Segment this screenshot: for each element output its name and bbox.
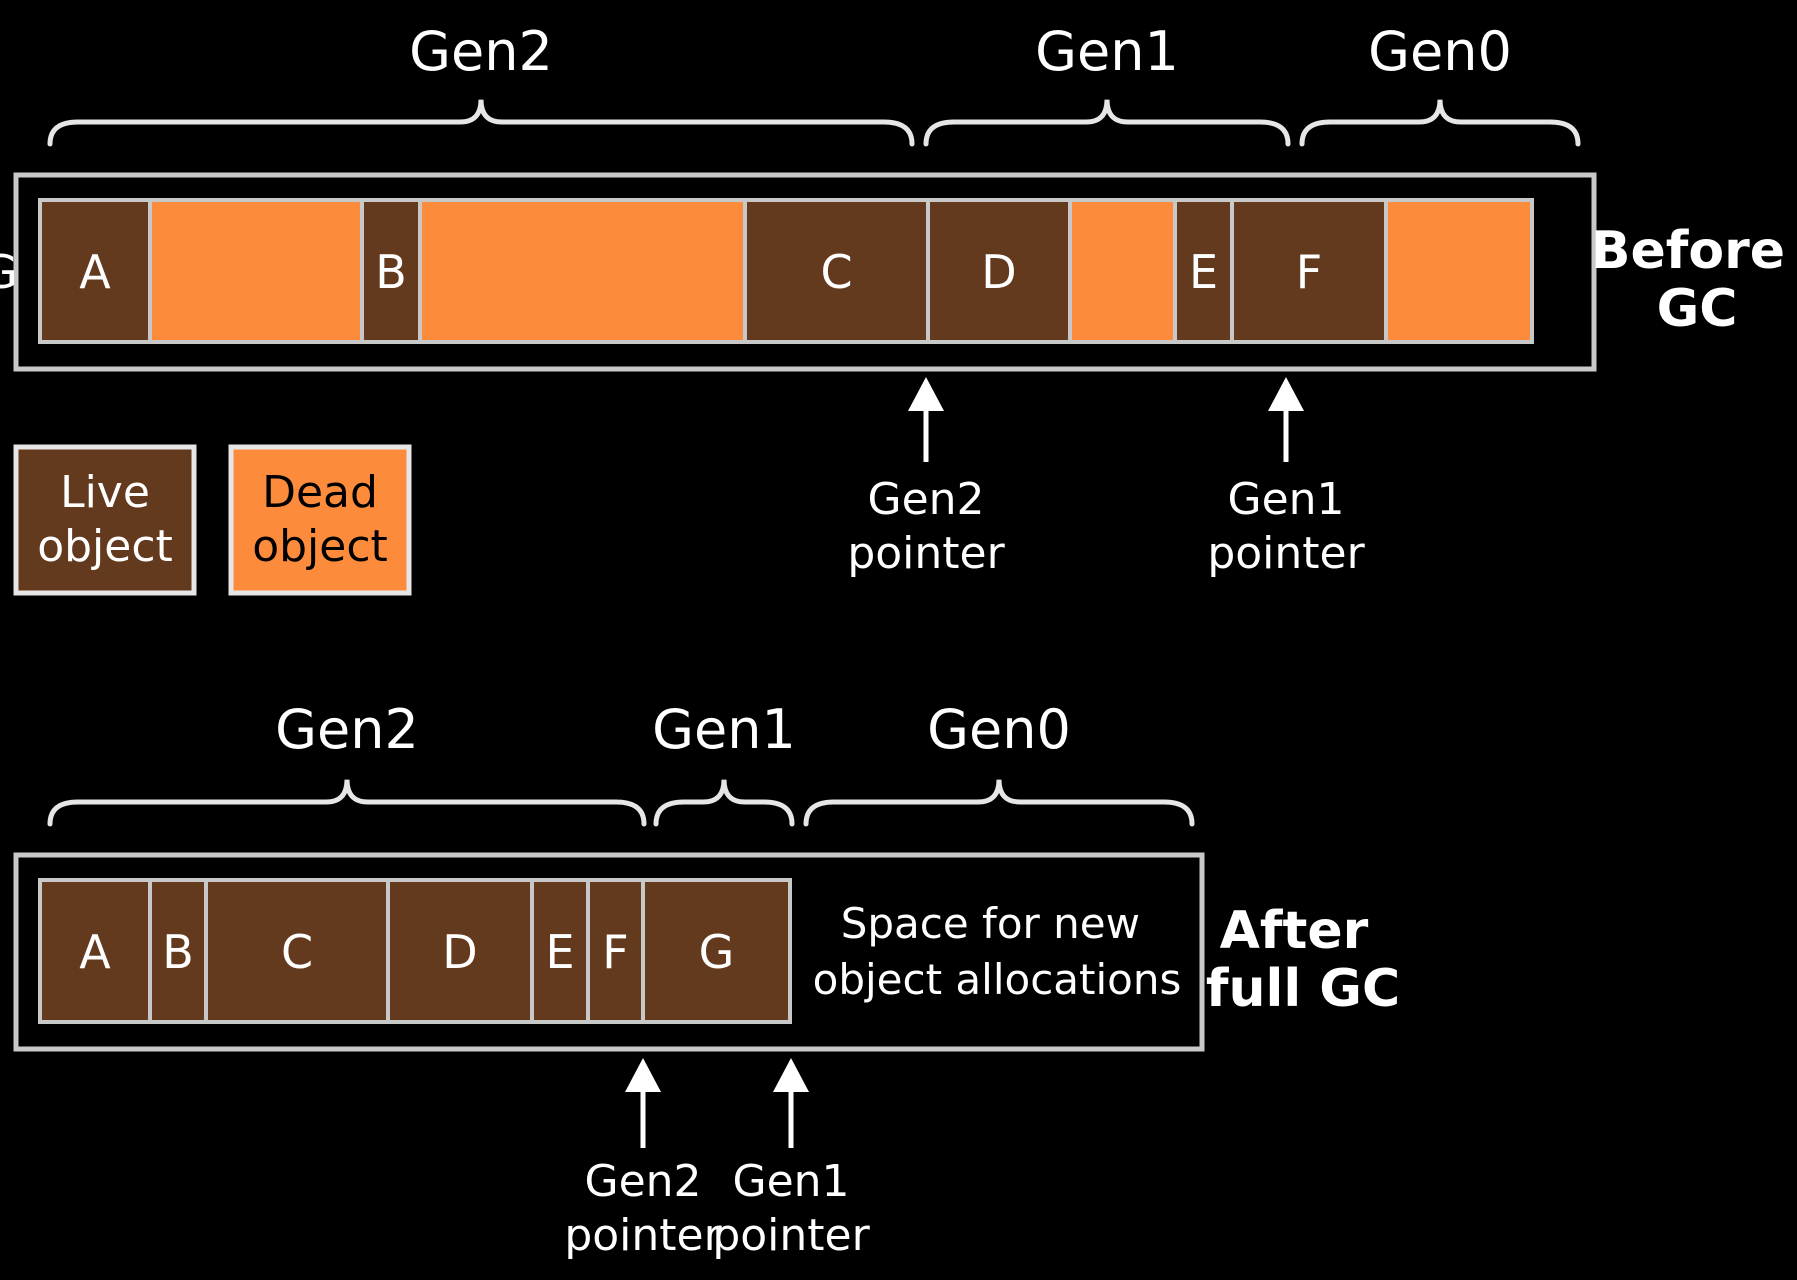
heap-object-e: E: [530, 878, 590, 1024]
object-label: D: [981, 245, 1016, 299]
legend-item-live: Live object: [13, 444, 197, 596]
object-label: D: [442, 925, 477, 979]
live-object-block: [360, 198, 422, 344]
pointer-label: Gen2 pointer: [564, 1156, 722, 1261]
generation-gen2: Gen2: [47, 20, 915, 147]
object-label: B: [375, 245, 407, 299]
heap-object-b: B: [360, 198, 422, 344]
legend-item-dead: Dead object: [228, 444, 412, 596]
arrow-head-icon: [908, 377, 944, 411]
object-label: C: [281, 925, 313, 979]
after-gc-label: After full GC: [1206, 901, 1400, 1019]
generation-gen0: Gen0: [1299, 20, 1581, 147]
live-object-block: [586, 878, 645, 1024]
free-space-label: Space for new object allocations: [813, 899, 1182, 1004]
heap-object-b: B: [148, 878, 208, 1024]
before-generation-labels: Gen2 Gen1 Gen0: [47, 20, 1581, 147]
generation-label: Gen0: [927, 698, 1071, 761]
legend: Live object Dead object: [13, 444, 412, 596]
object-label: E: [545, 925, 574, 979]
dead-object-block: [1384, 198, 1534, 344]
live-object-block: [1173, 198, 1234, 344]
after-generation-labels: Gen2 Gen1 Gen0: [47, 698, 1195, 827]
heap-object-dead: [148, 198, 364, 344]
live-object-block: [743, 198, 930, 344]
legend-label: Dead object: [252, 467, 388, 572]
arrow-head-icon: [625, 1058, 661, 1092]
object-label: E: [1189, 245, 1218, 299]
object-label: C: [820, 245, 852, 299]
object-label: G: [699, 925, 735, 979]
pointer-gen1: Gen1 pointer: [712, 1058, 871, 1261]
heap-object-dead: [1384, 198, 1534, 344]
live-object-block: [38, 198, 152, 344]
heap-object-f: F: [586, 878, 645, 1024]
legend-swatch: [13, 444, 197, 596]
generation-brace: [923, 99, 1291, 147]
pointer-label: Gen1 pointer: [1207, 474, 1365, 579]
generation-brace: [1299, 99, 1581, 147]
object-label: F: [1296, 245, 1322, 299]
before-gc-label: Before GC: [1591, 221, 1797, 339]
generation-gen0: Gen0: [803, 698, 1195, 827]
heap-object-g: G: [641, 878, 792, 1024]
heap-object-e: E: [1173, 198, 1234, 344]
heap-object-d: D: [386, 878, 534, 1024]
before-pointers: Gen2 pointer Gen1 pointer: [847, 377, 1366, 579]
heap-object-g: G: [0, 245, 18, 299]
live-object-block: [641, 878, 792, 1024]
heap-object-a: A: [38, 878, 152, 1024]
before-heap-objects: A B C D E F G: [0, 198, 1534, 344]
after-heap-frame: [13, 852, 1205, 1052]
generation-brace: [47, 779, 647, 827]
before-gc-section: Gen2 Gen1 Gen0 A B C D E F G Before GC Gen2point…: [0, 20, 1797, 579]
dead-object-block: [1068, 198, 1177, 344]
heap-object-c: C: [743, 198, 930, 344]
generation-label: Gen2: [275, 698, 419, 761]
object-label: F: [602, 925, 628, 979]
generation-label: Gen1: [652, 698, 796, 761]
dead-object-block: [418, 198, 747, 344]
heap-object-d: D: [926, 198, 1072, 344]
generation-gen2: Gen2: [47, 698, 647, 827]
pointer-label: Gen1 pointer: [712, 1156, 870, 1261]
generation-label: Gen0: [1368, 20, 1512, 83]
live-object-block: [204, 878, 390, 1024]
arrow-head-icon: [1268, 377, 1304, 411]
live-object-block: [38, 878, 152, 1024]
legend-swatch: [228, 444, 412, 596]
heap-object-c: C: [204, 878, 390, 1024]
generation-brace: [47, 99, 915, 147]
object-label: B: [162, 925, 194, 979]
arrow-head-icon: [773, 1058, 809, 1092]
live-object-block: [1230, 198, 1388, 344]
object-label: A: [79, 925, 111, 979]
generation-brace: [803, 779, 1195, 827]
heap-object-dead: [1068, 198, 1177, 344]
dead-object-block: [148, 198, 364, 344]
heap-object-a: A: [38, 198, 152, 344]
legend-label: Live object: [37, 467, 173, 572]
before-heap-frame: [13, 172, 1597, 372]
pointer-gen1: Gen1 pointer: [1207, 377, 1366, 579]
object-label: G: [0, 245, 18, 299]
pointer-gen2: Gen2 pointer: [564, 1058, 723, 1261]
pointer-label: Gen2 pointer: [847, 474, 1005, 579]
heap-object-dead: [418, 198, 747, 344]
generation-brace: [653, 779, 795, 827]
generation-gen1: Gen1: [652, 698, 796, 827]
object-label: A: [79, 245, 111, 299]
generation-label: Gen2: [409, 20, 553, 83]
generation-gen1: Gen1: [923, 20, 1291, 147]
generation-label: Gen1: [1035, 20, 1179, 83]
pointer-gen2: Gen2 pointer: [847, 377, 1006, 579]
heap-object-f: F: [1230, 198, 1388, 344]
live-object-block: [386, 878, 534, 1024]
